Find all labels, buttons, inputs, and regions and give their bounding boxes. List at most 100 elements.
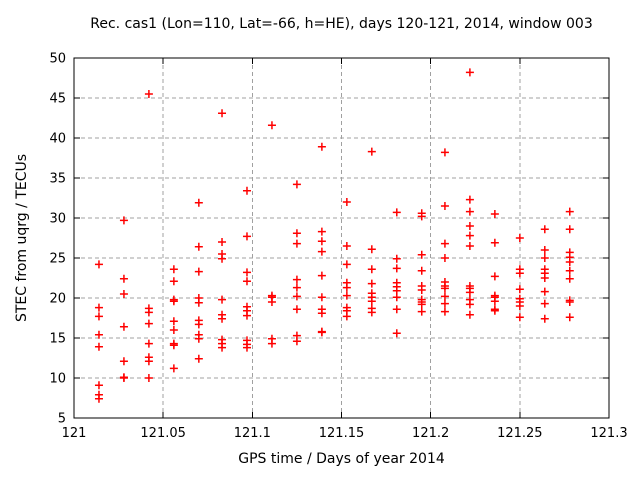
data-point-marker bbox=[565, 258, 574, 266]
data-point-marker bbox=[267, 298, 276, 306]
data-point-marker bbox=[440, 307, 449, 316]
data-point-marker bbox=[169, 297, 178, 306]
data-point-marker bbox=[465, 222, 474, 230]
data-point-marker bbox=[317, 227, 326, 236]
x-tick-label: 121.3 bbox=[590, 426, 627, 441]
data-point-marker bbox=[540, 274, 549, 282]
data-point-marker bbox=[242, 232, 251, 241]
data-point-marker bbox=[392, 305, 401, 314]
data-point-marker bbox=[392, 264, 401, 273]
data-point-marker bbox=[342, 242, 351, 250]
data-point-marker bbox=[267, 339, 276, 348]
data-point-marker bbox=[292, 292, 301, 301]
data-point-marker bbox=[218, 254, 227, 263]
data-point-marker bbox=[292, 275, 301, 284]
data-point-marker bbox=[144, 339, 153, 348]
data-point-marker bbox=[490, 210, 499, 218]
data-point-marker bbox=[540, 314, 549, 323]
data-point-marker bbox=[417, 212, 426, 221]
data-point-marker bbox=[465, 207, 474, 216]
data-point-marker bbox=[94, 330, 103, 339]
data-point-marker bbox=[292, 239, 301, 248]
data-point-marker bbox=[417, 250, 426, 259]
data-point-marker bbox=[540, 299, 549, 308]
data-point-marker bbox=[242, 277, 251, 286]
data-point-marker bbox=[242, 268, 251, 277]
data-point-marker bbox=[292, 337, 301, 346]
data-point-marker bbox=[94, 381, 103, 390]
plot-frame bbox=[73, 57, 610, 419]
y-tick-label: 15 bbox=[49, 332, 66, 347]
data-point-marker bbox=[317, 237, 326, 246]
data-point-marker bbox=[292, 283, 301, 292]
data-point-marker bbox=[490, 306, 499, 315]
x-tick-label: 121.2 bbox=[412, 426, 449, 441]
chart-title: Rec. cas1 (Lon=110, Lat=-66, h=HE), days… bbox=[90, 16, 593, 32]
data-point-marker bbox=[218, 109, 227, 118]
data-point-marker bbox=[565, 225, 574, 234]
data-point-marker bbox=[317, 309, 326, 318]
data-point-marker bbox=[119, 357, 128, 366]
data-point-marker bbox=[367, 308, 376, 317]
data-point-marker bbox=[292, 180, 301, 189]
data-point-marker bbox=[342, 291, 351, 300]
data-point-marker bbox=[465, 310, 474, 319]
data-point-marker bbox=[94, 303, 103, 312]
data-point-marker bbox=[169, 341, 178, 350]
data-point-marker bbox=[565, 207, 574, 216]
data-point-marker bbox=[342, 312, 351, 321]
data-point-marker bbox=[465, 68, 474, 77]
data-point-marker bbox=[169, 317, 178, 326]
data-point-marker bbox=[515, 313, 524, 322]
y-tick-label: 30 bbox=[49, 212, 66, 227]
data-point-marker bbox=[292, 229, 301, 238]
data-point-marker bbox=[119, 274, 128, 283]
data-point-marker bbox=[292, 305, 301, 314]
data-point-marker bbox=[465, 288, 474, 297]
data-point-marker bbox=[194, 242, 203, 251]
data-point-marker bbox=[119, 374, 128, 382]
data-point-marker bbox=[440, 239, 449, 248]
x-tick-label: 121.25 bbox=[497, 426, 543, 441]
data-point-marker bbox=[194, 320, 203, 329]
data-point-marker bbox=[218, 343, 227, 352]
y-tick-label: 20 bbox=[49, 292, 66, 307]
data-point-marker bbox=[392, 254, 401, 263]
data-point-marker bbox=[417, 307, 426, 316]
data-point-marker bbox=[94, 260, 103, 269]
data-point-marker bbox=[317, 328, 326, 337]
y-tick-label: 50 bbox=[49, 52, 66, 67]
data-point-marker bbox=[490, 272, 499, 281]
data-point-marker bbox=[317, 271, 326, 280]
data-point-marker bbox=[465, 195, 474, 204]
data-point-marker bbox=[267, 121, 276, 130]
data-point-marker bbox=[440, 299, 449, 308]
data-point-marker bbox=[242, 186, 251, 195]
data-point-marker bbox=[194, 354, 203, 363]
data-point-marker bbox=[465, 231, 474, 240]
data-point-marker bbox=[342, 283, 351, 292]
data-point-marker bbox=[540, 254, 549, 262]
x-tick-label: 121.15 bbox=[319, 426, 365, 441]
x-tick-label: 121 bbox=[62, 426, 87, 441]
data-point-marker bbox=[540, 225, 549, 234]
y-tick-label: 10 bbox=[49, 372, 66, 387]
data-point-marker bbox=[367, 297, 376, 306]
data-point-marker bbox=[367, 147, 376, 156]
data-point-marker bbox=[440, 148, 449, 157]
data-point-marker bbox=[515, 269, 524, 278]
data-point-marker bbox=[440, 202, 449, 210]
data-point-marker bbox=[515, 234, 524, 242]
data-point-marker bbox=[94, 312, 103, 321]
data-point-marker bbox=[218, 314, 227, 323]
y-tick-label: 25 bbox=[49, 252, 66, 267]
data-point-marker bbox=[392, 293, 401, 302]
data-point-marker bbox=[242, 311, 251, 320]
data-point-marker bbox=[392, 208, 401, 217]
data-point-marker bbox=[94, 394, 103, 403]
data-point-marker bbox=[169, 326, 178, 334]
data-point-marker bbox=[565, 266, 574, 275]
data-point-marker bbox=[417, 266, 426, 275]
